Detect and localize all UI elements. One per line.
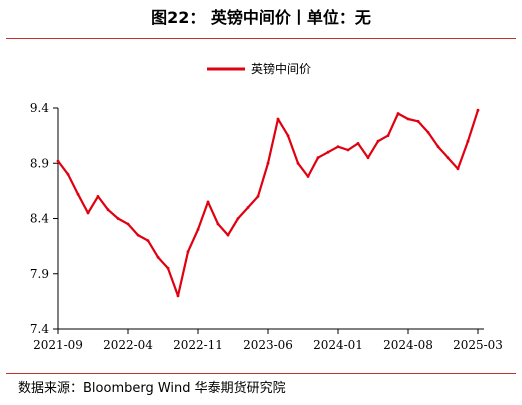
data-point [176,294,180,298]
data-point [426,130,430,134]
data-point [186,250,190,254]
data-point [336,145,340,149]
source-divider [6,373,516,374]
data-point [326,150,330,154]
x-tick-label: 2024-01 [313,338,363,352]
data-point [476,108,480,112]
title-divider [6,38,516,39]
data-point [226,233,230,237]
legend-label: 英镑中间价 [251,61,311,76]
data-point [116,217,120,220]
data-point [156,255,160,259]
chart: 英镑中间价 7.4 7.9 8.4 8.9 9.4 2021-09 2022-04 2022… [30,61,503,352]
y-tick-label: 7.4 [30,322,49,336]
data-point [66,172,70,176]
data-point [406,117,410,121]
legend: 英镑中间价 [207,61,311,76]
data-point [416,119,420,123]
x-ticks: 2021-09 2022-04 2022-11 2023-06 2024-01 2024-… [33,329,503,352]
data-point [456,167,460,171]
data-point [246,206,250,209]
data-point [306,175,310,178]
data-point [376,139,380,143]
y-tick-label: 8.4 [30,212,49,226]
source-text: Bloomberg Wind 华泰期货研究院 [83,381,286,396]
data-point [386,134,390,137]
data-point [366,156,370,160]
data-point [286,134,290,137]
data-point [346,148,350,152]
data-point [126,222,130,226]
data-point [196,228,200,231]
data-point [356,142,360,145]
data-point [446,156,450,160]
data-points [56,108,480,298]
data-point [76,192,80,196]
data-point [396,112,400,115]
x-tick-label: 2023-06 [243,338,293,352]
data-point [266,161,270,165]
series-line [56,109,480,297]
x-tick-label: 2024-08 [383,338,433,352]
data-point [86,211,90,215]
figure-title: 图22： 英镑中间价丨单位：无 [151,8,371,27]
data-point [166,266,170,270]
data-point [136,233,140,237]
data-point [106,208,110,212]
data-point [276,117,280,121]
x-tick-label: 2021-09 [33,338,83,352]
data-point [216,222,220,226]
x-tick-label: 2022-04 [103,338,153,352]
x-tick-label: 2022-11 [173,338,223,352]
y-tick-label: 7.9 [30,267,49,281]
y-ticks: 7.4 7.9 8.4 8.9 9.4 [30,101,58,336]
data-point [146,239,150,243]
data-point [296,161,300,165]
source-label: 数据来源： [18,381,84,396]
data-point [256,195,260,198]
data-point [96,195,100,198]
data-point [316,156,320,160]
x-tick-label: 2025-03 [453,338,503,352]
data-point [436,145,440,149]
data-point [466,139,470,143]
y-tick-label: 9.4 [30,101,49,115]
data-point [56,159,60,163]
axes [57,108,484,330]
data-point [236,217,240,220]
y-tick-label: 8.9 [30,156,49,170]
data-point [206,200,210,204]
source-note: 数据来源：Bloomberg Wind 华泰期货研究院 [18,378,286,400]
